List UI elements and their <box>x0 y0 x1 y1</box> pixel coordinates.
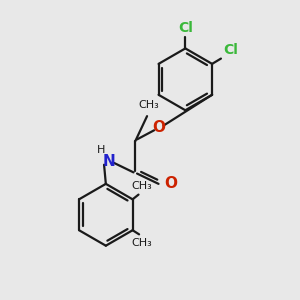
Text: CH₃: CH₃ <box>131 238 152 248</box>
Text: Cl: Cl <box>178 22 193 35</box>
Text: CH₃: CH₃ <box>131 181 152 191</box>
Text: O: O <box>164 176 177 191</box>
Text: CH₃: CH₃ <box>138 100 159 110</box>
Text: N: N <box>102 154 115 169</box>
Text: Cl: Cl <box>223 44 238 57</box>
Text: H: H <box>97 145 106 155</box>
Text: O: O <box>152 120 165 135</box>
